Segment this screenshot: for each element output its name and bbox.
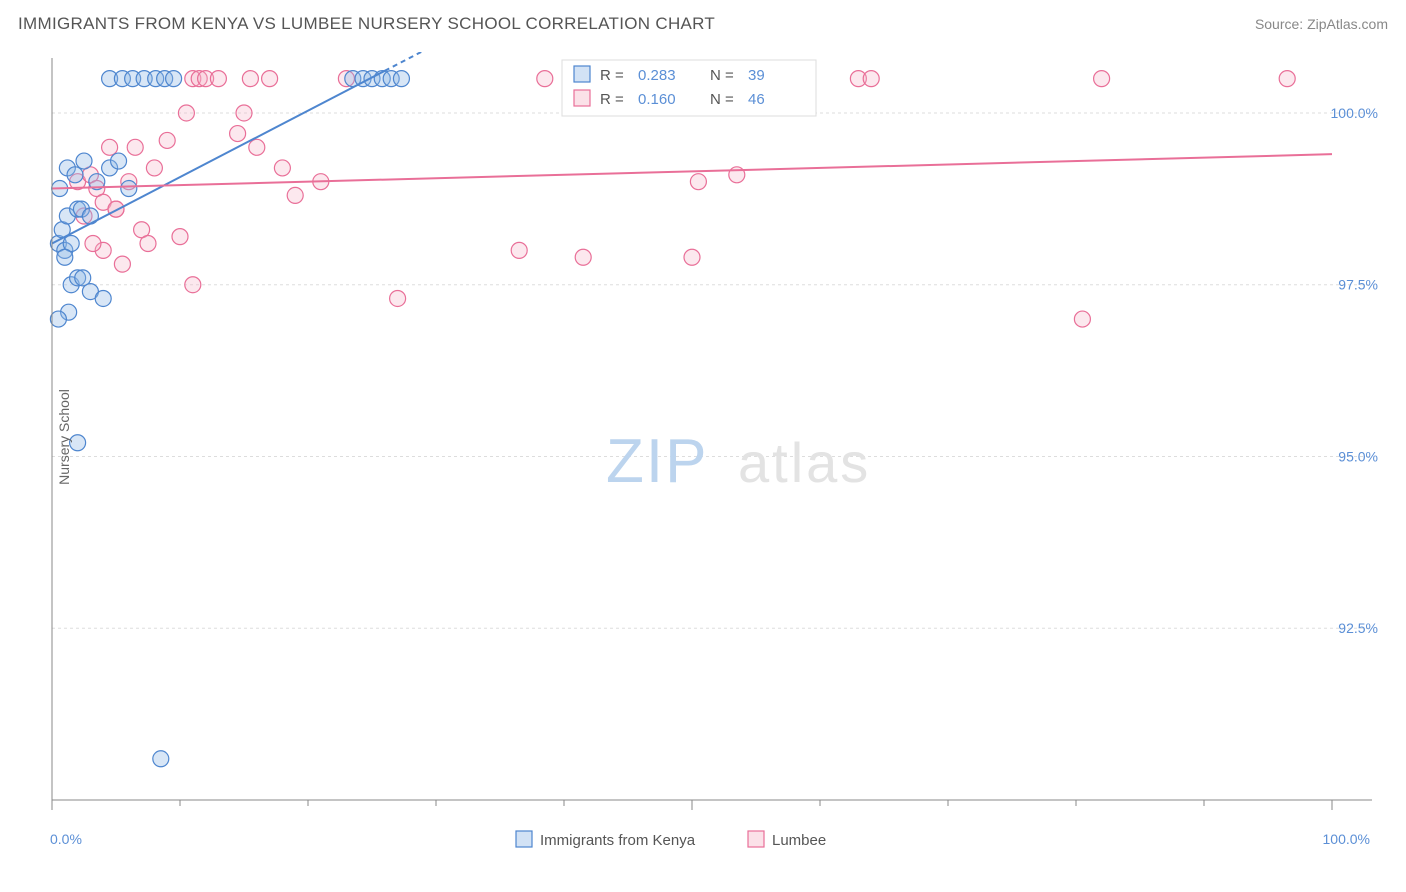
data-point	[185, 277, 201, 293]
data-point	[537, 71, 553, 87]
data-point	[95, 290, 111, 306]
data-point	[172, 229, 188, 245]
data-point	[236, 105, 252, 121]
legend-n-value: 46	[748, 91, 765, 108]
data-point	[863, 71, 879, 87]
legend-swatch	[748, 831, 764, 847]
data-point	[1094, 71, 1110, 87]
data-point	[159, 132, 175, 148]
data-point	[111, 153, 127, 169]
data-point	[262, 71, 278, 87]
data-point	[102, 139, 118, 155]
x-tick-label: 0.0%	[50, 831, 82, 847]
data-point	[67, 167, 83, 183]
data-point	[249, 139, 265, 155]
legend-n-value: 39	[748, 67, 765, 84]
legend-swatch	[516, 831, 532, 847]
legend-swatch	[574, 90, 590, 106]
data-point	[85, 236, 101, 252]
data-point	[50, 311, 66, 327]
chart-title: IMMIGRANTS FROM KENYA VS LUMBEE NURSERY …	[18, 14, 715, 34]
y-axis-label: Nursery School	[56, 389, 72, 485]
data-point	[108, 201, 124, 217]
data-point	[684, 249, 700, 265]
y-tick-label: 95.0%	[1338, 448, 1378, 464]
data-point	[575, 249, 591, 265]
data-point	[178, 105, 194, 121]
data-point	[114, 256, 130, 272]
data-point	[76, 153, 92, 169]
trend-line-dash	[385, 52, 436, 71]
data-point	[393, 71, 409, 87]
data-point	[146, 160, 162, 176]
legend-r-label: R =	[600, 91, 624, 108]
data-point	[230, 126, 246, 142]
y-tick-label: 97.5%	[1338, 277, 1378, 293]
data-point	[390, 290, 406, 306]
data-point	[274, 160, 290, 176]
legend-r-label: R =	[600, 67, 624, 84]
data-point	[1279, 71, 1295, 87]
data-point	[127, 139, 143, 155]
chart-area: Nursery School ZIPatlas0.0%100.0%92.5%95…	[46, 52, 1382, 822]
data-point	[70, 435, 86, 451]
data-point	[690, 174, 706, 190]
legend-n-label: N =	[710, 67, 734, 84]
data-point	[57, 249, 73, 265]
data-point	[140, 236, 156, 252]
watermark-zip: ZIP	[606, 427, 708, 496]
data-point	[121, 181, 137, 197]
scatter-plot: ZIP atlas 0.0% 100.0% 92.5% 95.0% 97.5% 100.0% R…	[46, 52, 1382, 862]
x-tick-label: 100.0%	[1323, 831, 1370, 847]
data-point	[287, 187, 303, 203]
data-point	[511, 242, 527, 258]
y-tick-label: 92.5%	[1338, 620, 1378, 636]
data-point	[166, 71, 182, 87]
data-point	[242, 71, 258, 87]
legend-n-label: N =	[710, 91, 734, 108]
trend-line	[52, 71, 385, 244]
data-point	[1074, 311, 1090, 327]
legend-r-value: 0.283	[638, 67, 676, 84]
watermark-atlas: atlas	[738, 431, 871, 494]
legend-swatch	[574, 66, 590, 82]
legend-r-value: 0.160	[638, 91, 676, 108]
source-label: Source: ZipAtlas.com	[1255, 16, 1388, 32]
y-tick-label: 100.0%	[1331, 105, 1378, 121]
legend-series-label: Immigrants from Kenya	[540, 832, 696, 849]
legend-series-label: Lumbee	[772, 832, 826, 849]
data-point	[210, 71, 226, 87]
data-point	[153, 751, 169, 767]
